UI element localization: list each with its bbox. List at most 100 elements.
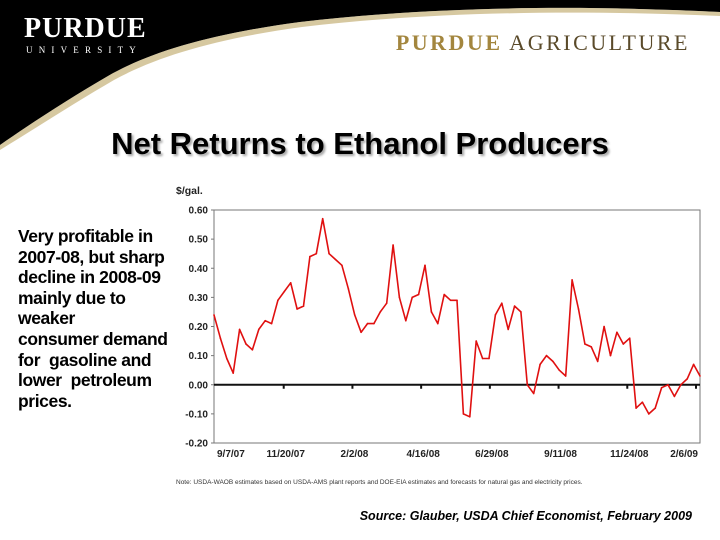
data-point <box>309 255 311 258</box>
data-point <box>526 384 529 386</box>
data-point <box>264 319 266 322</box>
x-axis-ticks: 9/7/07 11/20/07 2/2/08 4/16/08 6/29/08 9/11/0… <box>217 449 698 460</box>
data-point <box>219 337 222 339</box>
data-point <box>616 331 618 334</box>
data-point <box>520 311 522 313</box>
data-point <box>449 299 452 302</box>
data-point <box>488 357 490 360</box>
zero-line-marks <box>282 384 697 389</box>
data-point <box>673 395 676 398</box>
y-tick-label: -0.10 <box>185 409 208 420</box>
data-point <box>334 258 337 261</box>
data-point <box>226 357 228 360</box>
college-name-rest: AGRICULTURE <box>502 30 690 55</box>
data-point <box>577 308 580 310</box>
chart-note: Note: USDA-WAOB estimates based on USDA-… <box>176 479 583 486</box>
data-point <box>475 340 478 342</box>
data-point <box>552 360 554 363</box>
data-point <box>360 331 362 334</box>
purdue-agriculture-title: PURDUE AGRICULTURE <box>396 30 690 56</box>
data-point <box>385 302 388 304</box>
data-point <box>373 322 375 325</box>
data-point <box>417 293 420 296</box>
data-point <box>532 392 535 395</box>
data-point <box>366 322 369 325</box>
data-point <box>603 325 605 328</box>
y-tick-label: 0.50 <box>189 235 209 246</box>
data-point <box>321 217 324 220</box>
data-point <box>283 290 286 293</box>
header-band <box>0 0 720 151</box>
x-tick-label: 2/2/08 <box>341 449 369 460</box>
data-point <box>667 384 669 386</box>
y-axis-label: $/gal. <box>176 185 203 197</box>
data-point <box>462 413 465 415</box>
series-points <box>213 217 701 418</box>
data-point <box>251 349 254 351</box>
data-point <box>635 407 637 409</box>
data-point <box>430 311 433 313</box>
y-tick-label: 0.10 <box>189 351 209 362</box>
data-point <box>564 375 567 377</box>
data-point <box>245 343 247 345</box>
source-citation: Source: Glauber, USDA Chief Economist, F… <box>359 509 692 523</box>
data-point <box>590 346 593 348</box>
data-point <box>289 282 292 284</box>
data-point <box>341 264 343 267</box>
slide-body-text: Very profitable in 2007-08, but sharp de… <box>18 226 168 411</box>
data-point <box>469 416 471 418</box>
black-swoosh <box>0 0 720 145</box>
y-tick-label: 0.30 <box>189 293 209 304</box>
data-point <box>443 293 446 296</box>
y-tick-label: 0.60 <box>189 206 209 217</box>
data-point <box>437 322 439 325</box>
data-point <box>628 337 631 339</box>
data-point <box>501 302 503 304</box>
data-point <box>545 354 548 357</box>
data-point <box>353 314 356 316</box>
data-point <box>296 308 298 310</box>
x-tick-label: 11/24/08 <box>610 449 649 460</box>
y-tick-label: 0.40 <box>189 264 209 275</box>
x-tick-label: 11/20/07 <box>267 449 306 460</box>
logo-subtitle: UNIVERSITY <box>26 45 142 55</box>
x-tick-label: 9/11/08 <box>544 449 577 460</box>
data-point <box>328 252 330 255</box>
college-name-first: PURDUE <box>395 30 503 55</box>
data-point <box>277 299 279 302</box>
data-point <box>494 314 497 316</box>
x-tick-label: 2/6/09 <box>670 449 698 460</box>
data-point <box>258 328 260 331</box>
data-point <box>392 244 394 246</box>
net-returns-chart: $/gal. 0.60 0.50 0.40 0.30 0.20 0.10 0.00 -0.10… <box>176 185 701 486</box>
data-point <box>405 319 407 322</box>
x-tick-label: 4/16/08 <box>406 449 440 460</box>
data-point <box>213 314 215 316</box>
data-point <box>654 407 656 409</box>
data-point <box>347 287 350 290</box>
y-tick-label: 0.00 <box>189 380 209 391</box>
data-point <box>302 305 305 307</box>
data-point <box>238 328 241 331</box>
data-point <box>456 299 458 302</box>
y-tick-label: -0.20 <box>185 439 208 450</box>
data-point <box>270 322 273 325</box>
data-point <box>315 252 318 255</box>
data-point <box>584 343 586 345</box>
data-point <box>481 357 484 360</box>
x-tick-label: 9/7/07 <box>217 449 245 460</box>
data-point <box>507 328 510 331</box>
x-tick-label: 6/29/08 <box>475 449 509 460</box>
y-axis-ticks: 0.60 0.50 0.40 0.30 0.20 0.10 0.00 -0.10 -0.20 <box>185 206 214 450</box>
logo-wordmark: PURDUE <box>24 13 147 44</box>
data-point <box>424 264 426 267</box>
data-point <box>398 296 401 299</box>
data-point <box>596 360 599 363</box>
data-point <box>379 311 382 313</box>
data-point <box>680 384 682 386</box>
data-point <box>699 375 701 377</box>
purdue-university-logo: PURDUE UNIVERSITY <box>24 14 147 56</box>
data-point <box>558 369 561 371</box>
data-point <box>539 363 541 366</box>
data-point <box>622 343 625 345</box>
